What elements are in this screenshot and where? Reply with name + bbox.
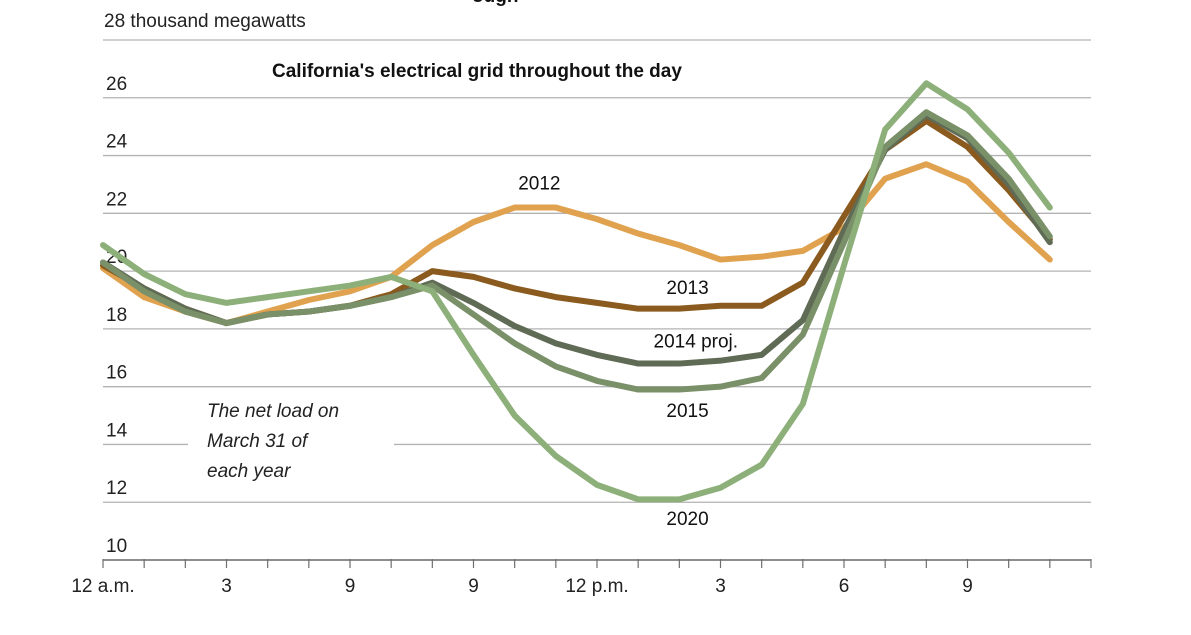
y-tick-label: 18 bbox=[106, 305, 127, 326]
header-fragment: ough bbox=[472, 0, 518, 7]
chart-title: California's electrical grid throughout … bbox=[272, 61, 682, 82]
series-label-2012: 2012 bbox=[518, 174, 560, 195]
series-label-2015: 2015 bbox=[666, 401, 708, 422]
series-label-2014-proj-: 2014 proj. bbox=[654, 331, 739, 352]
y-tick-label: 16 bbox=[106, 363, 127, 384]
y-tick-label: 12 bbox=[106, 478, 127, 499]
y-axis-unit-label: 28 thousand megawatts bbox=[104, 11, 306, 32]
x-tick-label: 9 bbox=[962, 576, 973, 597]
y-tick-label: 26 bbox=[106, 74, 127, 95]
y-tick-label: 24 bbox=[106, 132, 128, 153]
series-label-2013: 2013 bbox=[666, 278, 708, 299]
x-tick-label: 9 bbox=[468, 576, 479, 597]
annotation-note: The net load on March 31 of each year bbox=[188, 392, 394, 492]
annotation-line-1: The net load on bbox=[207, 401, 339, 422]
x-axis: 12 a.m. 3 9 9 12 p.m. 3 6 9 bbox=[71, 559, 1092, 597]
x-tick-label: 12 a.m. bbox=[71, 576, 134, 597]
y-tick-label: 14 bbox=[106, 420, 128, 441]
x-tick-label: 3 bbox=[221, 576, 232, 597]
series-lines bbox=[100, 80, 1053, 503]
series-labels: 2012 2013 2014 proj. 2015 2020 bbox=[518, 174, 738, 530]
series-line-2013 bbox=[100, 117, 1053, 327]
x-tick-label: 6 bbox=[839, 576, 850, 597]
annotation-line-2: March 31 of bbox=[207, 431, 309, 452]
series-line-2014-proj- bbox=[100, 112, 1053, 367]
y-tick-label: 10 bbox=[106, 536, 127, 557]
annotation-line-3: each year bbox=[207, 461, 291, 482]
y-tick-label: 22 bbox=[106, 189, 127, 210]
series-line-2015 bbox=[100, 109, 1053, 393]
series-line-2020 bbox=[100, 80, 1053, 503]
x-tick-label: 9 bbox=[345, 576, 356, 597]
x-tick-label: 3 bbox=[715, 576, 726, 597]
series-label-2020: 2020 bbox=[666, 509, 708, 530]
annotation-background bbox=[188, 392, 394, 492]
x-tick-label: 12 p.m. bbox=[565, 576, 628, 597]
